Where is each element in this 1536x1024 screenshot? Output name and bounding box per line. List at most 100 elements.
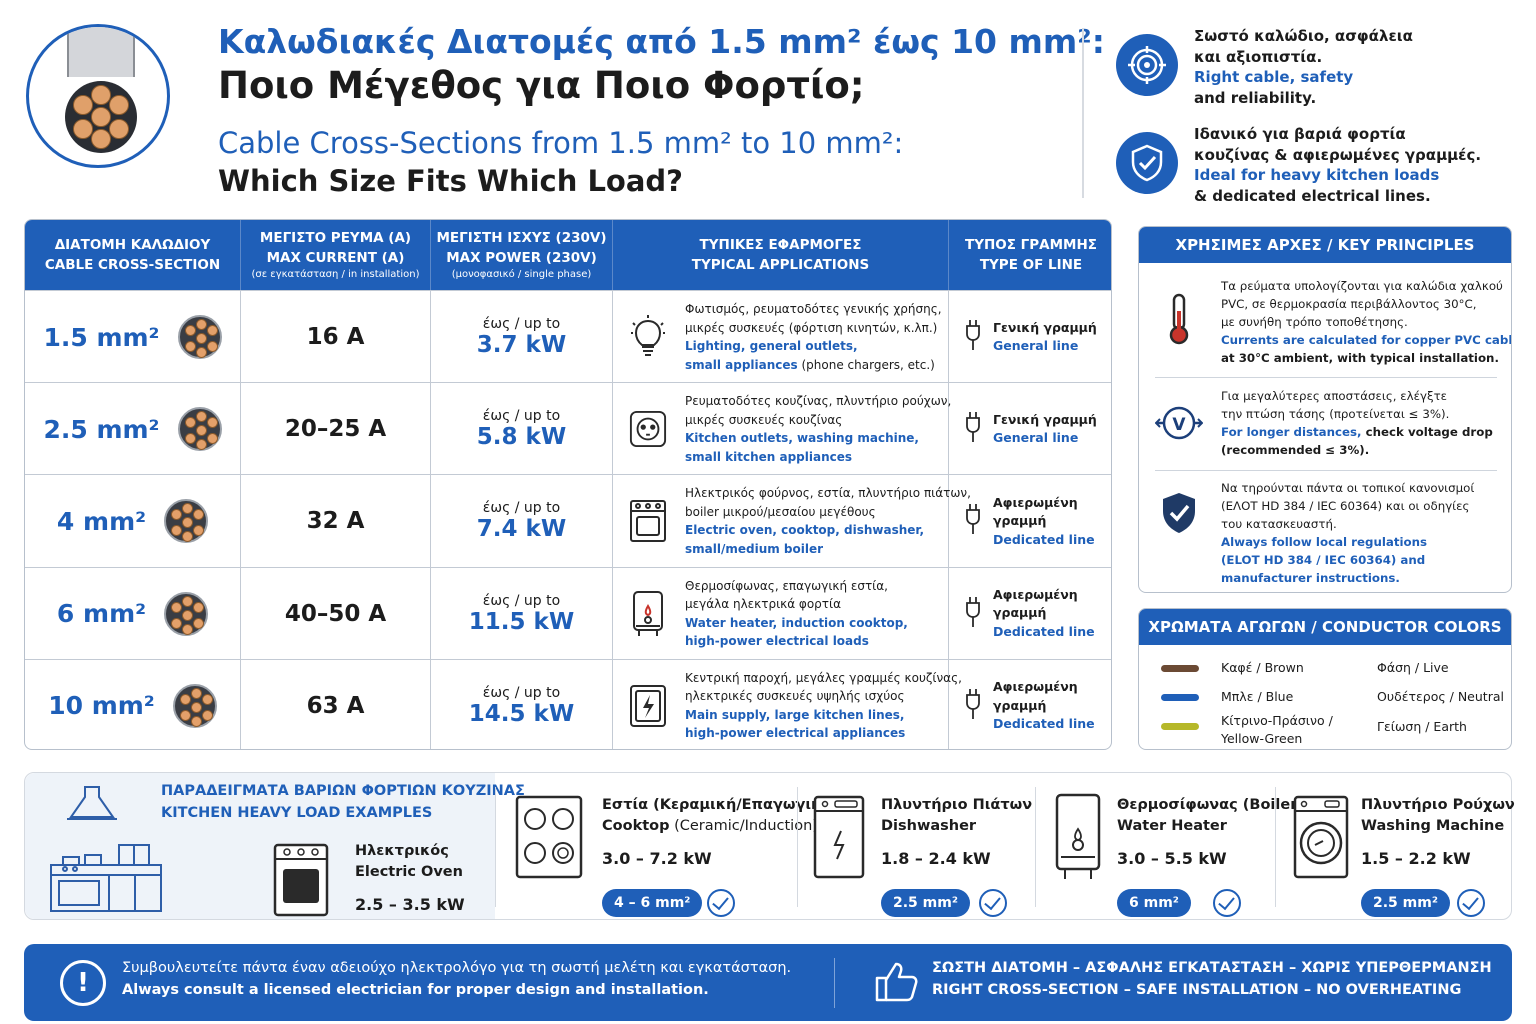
- highlight-gr-line: Σωστό καλώδιο, ασφάλεια: [1194, 27, 1413, 45]
- column-header-line-type: ΤΥΠΟΣ ΓΡΑΜΜΗΣ TYPE OF LINE: [964, 237, 1097, 273]
- max-current-value: 40–50 A: [284, 600, 387, 627]
- application-gr: ηλεκτρικές συσκευές υψηλής ισχύος: [685, 689, 905, 704]
- application-en-note: (phone chargers, etc.): [797, 357, 935, 372]
- cable-size-table: ΔΙΑΤΟΜΗ ΚΑΛΩΔΙΟΥ CABLE CROSS-SECTION ΜΕΓΙ…: [24, 219, 1112, 750]
- color-name: Μπλε / Blue: [1221, 689, 1294, 704]
- kitchen-examples-intro: ΠΑΡΑΔΕΙΓΜΑΤΑ ΒΑΡΙΩΝ ΦΟΡΤΙΩΝ ΚΟΥΖΙΝΑΣ KIT…: [25, 773, 525, 919]
- shield-check-icon: [1155, 485, 1203, 541]
- column-header-cross-section: ΔΙΑΤΟΜΗ ΚΑΛΩΔΙΟΥ CABLE CROSS-SECTION: [25, 220, 241, 290]
- thermometer-icon: [1155, 291, 1203, 347]
- title-english: Cable Cross-Sections from 1.5 mm² to 10 …: [218, 126, 904, 160]
- cable-wires-icon: [172, 683, 217, 728]
- divider: [495, 787, 496, 907]
- check-icon: [1457, 889, 1485, 917]
- line-type-en: Dedicated line: [993, 716, 1095, 732]
- table-row: 10 mm² 63 A έως / up to 14.5 kW Κεντρική παρ…: [25, 658, 1111, 749]
- washing-machine-cable-badge: 2.5 mm²: [1361, 889, 1450, 917]
- max-power-value: 11.5 kW: [468, 608, 575, 635]
- highlight-gr-line: Ιδανικό για βαριά φορτία: [1194, 125, 1406, 143]
- washing-machine-label: Πλυντήριο Ρούχων Washing Machine: [1361, 797, 1515, 834]
- application-en: small kitchen appliances: [685, 449, 853, 464]
- line-type-cell: Αφιερωμένη γραμμή Dedicated line: [949, 568, 1111, 660]
- plug-icon: [963, 502, 983, 540]
- application-en: Main supply, large kitchen lines,: [685, 707, 905, 722]
- dishwasher-power: 1.8 – 2.4 kW: [881, 849, 991, 868]
- table-header: ΔΙΑΤΟΜΗ ΚΑΛΩΔΙΟΥ CABLE CROSS-SECTION ΜΕΓΙ…: [25, 220, 1111, 290]
- oven-icon: [629, 499, 667, 543]
- max-current-value: 16 A: [306, 324, 365, 350]
- highlight-en-line: & dedicated electrical lines.: [1194, 186, 1431, 205]
- line-type-gr: Γενική γραμμή: [993, 319, 1097, 335]
- application-gr: μεγάλα ηλεκτρικά φορτία: [685, 597, 841, 612]
- cooktop-label: Εστία (Κεραμική/Επαγωγική) Cooktop (Cera…: [602, 797, 839, 834]
- footer-advice-en: Always consult a licensed electrician fo…: [122, 982, 709, 998]
- kitchen-examples-strip: ΠΑΡΑΔΕΙΓΜΑΤΑ ΒΑΡΙΩΝ ΦΟΡΤΙΩΝ ΚΟΥΖΙΝΑΣ KIT…: [24, 772, 1515, 920]
- plug-icon: [963, 595, 983, 633]
- cooktop-icon: [515, 795, 583, 883]
- footer-slogan-gr: ΣΩΣΤΗ ΔΙΑΤΟΜΗ – ΑΣΦΑΛΗΣ ΕΓΚΑΤΑΣΤΑΣΗ – ΧΩ…: [932, 960, 1492, 976]
- water-heater-icon: [1053, 793, 1103, 887]
- brown-conductor-swatch: [1161, 665, 1199, 672]
- application-gr: Φωτισμός, ρευματοδότες γενικής χρήσης,: [685, 302, 942, 316]
- max-power-cell: έως / up to 14.5 kW: [431, 659, 613, 749]
- application-en: high-power electrical appliances: [685, 726, 906, 741]
- application-en: high-power electrical loads: [685, 634, 869, 649]
- up-to-label: έως / up to: [482, 408, 561, 425]
- column-header-current: ΜΕΓΙΣΤΟ ΡΕΥΜΑ (A) MAX CURRENT (A) (σε εγκα…: [241, 220, 431, 290]
- applications-cell: Ηλεκτρικός φούρνος, εστία, πλυντήριο πιά…: [613, 475, 971, 568]
- application-gr: boiler μικρού/μεσαίου μεγέθους: [685, 504, 876, 519]
- divider: [1275, 787, 1276, 907]
- principle-item: V Για μεγαλύτερες αποστάσεις, ελέγξτε τη…: [1139, 387, 1511, 467]
- power-panel-icon: [629, 684, 667, 728]
- socket-icon: [629, 407, 667, 451]
- highlight-en-line: and reliability.: [1194, 88, 1317, 107]
- kitchen-examples-title-en: KITCHEN HEAVY LOAD EXAMPLES: [161, 805, 433, 821]
- line-type-en: Dedicated line: [993, 623, 1095, 639]
- divider: [797, 787, 798, 907]
- applications-cell: Θερμοσίφωνας, επαγωγική εστία, μεγάλα ηλε…: [613, 567, 949, 660]
- washing-machine-power: 1.5 – 2.2 kW: [1361, 849, 1471, 868]
- max-power-value: 7.4 kW: [476, 516, 567, 543]
- max-current-cell: 16 A: [241, 291, 431, 383]
- key-principles-panel: ΧΡΗΣΙΜΕΣ ΑΡΧΕΣ / KEY PRINCIPLES Τα ρεύμα…: [1138, 226, 1512, 593]
- application-gr: Ηλεκτρικός φούρνος, εστία, πλυντήριο πιά…: [685, 486, 971, 501]
- cross-section-value: 1.5 mm²: [43, 322, 160, 352]
- header-divider: [1082, 28, 1084, 198]
- washing-machine-icon: [1293, 795, 1349, 883]
- key-principles-title: ΧΡΗΣΙΜΕΣ ΑΡΧΕΣ / KEY PRINCIPLES: [1139, 227, 1511, 263]
- target-icon: [1116, 34, 1178, 96]
- water-heater-power: 3.0 – 5.5 kW: [1117, 849, 1227, 868]
- blue-conductor-swatch: [1161, 694, 1199, 701]
- application-en: Kitchen outlets, washing machine,: [685, 431, 919, 446]
- dishwasher-label: Πλυντήριο Πιάτων Dishwasher: [881, 797, 1033, 834]
- plug-icon: [963, 687, 983, 725]
- title-greek: Καλωδιακές Διατομές από 1.5 mm² έως 10 m…: [218, 22, 1105, 61]
- line-type-en: General line: [993, 430, 1079, 446]
- color-role: Φάση / Live: [1377, 660, 1449, 675]
- max-power-cell: έως / up to 5.8 kW: [431, 383, 613, 476]
- application-gr: Κεντρική παροχή, μεγάλες γραμμές κουζίνα…: [685, 670, 962, 685]
- line-type-cell: Αφιερωμένη γραμμή Dedicated line: [949, 475, 1111, 567]
- application-en: Lighting, general outlets,: [685, 339, 858, 353]
- cross-section-value: 4 mm²: [56, 506, 147, 536]
- principle-item: Τα ρεύματα υπολογίζονται για καλώδια χαλ…: [1139, 277, 1511, 377]
- application-gr: μικρές συσκευές κουζίνας: [685, 412, 843, 427]
- kitchen-examples-title-gr: ΠΑΡΑΔΕΙΓΜΑΤΑ ΒΑΡΙΩΝ ΦΟΡΤΙΩΝ ΚΟΥΖΙΝΑΣ: [161, 783, 525, 799]
- check-icon: [1213, 889, 1241, 917]
- warning-icon: !: [60, 960, 106, 1006]
- cable-wires-icon: [177, 407, 222, 452]
- up-to-label: έως / up to: [482, 316, 561, 332]
- highlight-gr-line: και αξιοπιστία.: [1194, 47, 1323, 66]
- footer-divider: [834, 958, 835, 1008]
- line-type-cell: Γενική γραμμή General line: [949, 291, 1111, 383]
- max-current-cell: 20–25 A: [241, 383, 431, 476]
- dishwasher-cable-badge: 2.5 mm²: [881, 889, 970, 917]
- up-to-label: έως / up to: [482, 592, 561, 609]
- plug-icon: [963, 410, 983, 448]
- kitchen-illustration-icon: [49, 783, 165, 919]
- title-english-question: Which Size Fits Which Load?: [218, 164, 684, 198]
- applications-cell: Κεντρική παροχή, μεγάλες γραμμές κουζίνα…: [613, 659, 962, 749]
- line-type-gr: Γενική γραμμή: [993, 411, 1097, 427]
- cooktop-power: 3.0 – 7.2 kW: [602, 849, 712, 868]
